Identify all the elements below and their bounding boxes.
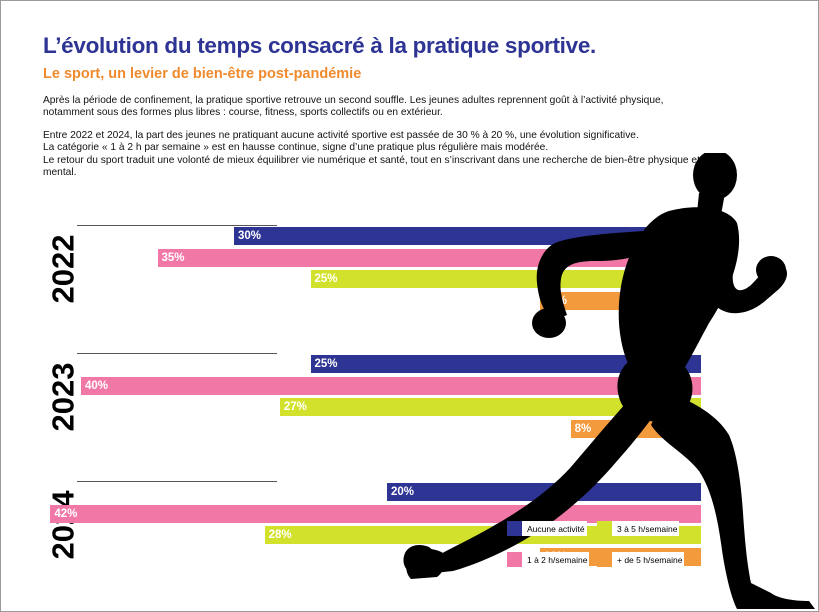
legend-swatch <box>597 552 612 567</box>
bar: 20% <box>387 483 701 501</box>
bar-value-label: 20% <box>391 486 415 498</box>
bar-value-label: 30% <box>238 230 262 242</box>
intro-paragraph: Après la période de confinement, la prat… <box>43 95 664 119</box>
intro-paragraph: Le retour du sport traduit une volonté d… <box>43 154 700 179</box>
legend-item: 3 à 5 h/semaine <box>597 521 680 536</box>
bar: 25% <box>310 355 701 373</box>
legend-label: Aucune activité <box>527 523 585 534</box>
legend-label: + de 5 h/semaine <box>617 554 683 565</box>
legend-swatch <box>507 521 522 536</box>
year-separator <box>77 481 277 482</box>
bar: 27% <box>279 398 701 416</box>
bar-value-label: 42% <box>54 507 78 520</box>
bar-value-label: 28% <box>268 529 292 541</box>
year-label: 2023 <box>45 362 81 432</box>
legend-swatch <box>507 552 522 567</box>
bar-value-label: 40% <box>85 379 109 392</box>
intro-paragraph: Entre 2022 et 2024, la part des jeunes n… <box>43 129 639 141</box>
bar-value-label: 27% <box>283 401 307 413</box>
legend-swatch <box>597 521 612 536</box>
legend-item: + de 5 h/semaine <box>597 552 685 567</box>
legend-label: 1 à 2 h/semaine <box>527 554 588 565</box>
year-label: 2024 <box>45 490 81 560</box>
chart-legend: Aucune activité 3 à 5 h/semaine 1 à 2 h/… <box>499 513 699 585</box>
intro-paragraph: La catégorie « 1 à 2 h par semaine » est… <box>43 142 549 154</box>
bar: 40% <box>81 376 701 395</box>
legend-item: Aucune activité <box>507 521 587 536</box>
page-subtitle: Le sport, un levier de bien-être post-pa… <box>43 66 362 82</box>
bar-value-label: 25% <box>314 358 338 370</box>
bar: 25% <box>310 270 701 288</box>
year-separator <box>77 225 277 226</box>
legend-label: 3 à 5 h/semaine <box>617 523 678 534</box>
runner-silhouette-icon <box>403 153 815 609</box>
intro-text: Après la période de confinement, la prat… <box>43 95 703 179</box>
year-separator <box>77 353 277 354</box>
year-label: 2022 <box>45 234 81 304</box>
legend-item: 1 à 2 h/semaine <box>507 552 590 567</box>
page-title: L’évolution du temps consacré à la prati… <box>43 33 596 58</box>
bar-value-label: 35% <box>161 251 185 264</box>
bar-value-label: 25% <box>314 273 338 285</box>
bar-value-label: 8% <box>574 422 592 435</box>
